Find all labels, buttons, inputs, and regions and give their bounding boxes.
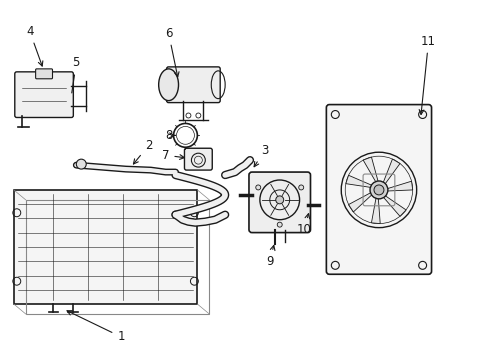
Text: 9: 9 — [266, 246, 275, 268]
Circle shape — [76, 159, 86, 169]
FancyBboxPatch shape — [15, 72, 74, 117]
Text: 2: 2 — [133, 139, 152, 164]
Circle shape — [277, 222, 282, 227]
Text: 1: 1 — [67, 311, 125, 343]
Circle shape — [256, 185, 261, 190]
FancyBboxPatch shape — [36, 69, 52, 79]
FancyBboxPatch shape — [249, 172, 311, 233]
Polygon shape — [348, 192, 372, 212]
Polygon shape — [387, 181, 413, 191]
FancyBboxPatch shape — [167, 67, 220, 103]
Text: 7: 7 — [162, 149, 184, 162]
Circle shape — [370, 181, 388, 199]
Polygon shape — [363, 157, 378, 183]
Polygon shape — [383, 159, 400, 184]
FancyBboxPatch shape — [184, 148, 212, 170]
Text: 8: 8 — [165, 129, 175, 142]
FancyBboxPatch shape — [326, 105, 432, 274]
Text: 6: 6 — [165, 27, 179, 77]
Polygon shape — [346, 175, 372, 188]
Polygon shape — [371, 197, 380, 224]
Ellipse shape — [159, 69, 178, 100]
Circle shape — [276, 196, 284, 204]
Text: 10: 10 — [297, 214, 312, 236]
Circle shape — [374, 185, 384, 195]
Circle shape — [299, 185, 304, 190]
Text: 4: 4 — [26, 24, 43, 66]
Text: 5: 5 — [72, 57, 80, 93]
Text: 11: 11 — [419, 35, 436, 114]
Text: 3: 3 — [254, 144, 269, 167]
FancyBboxPatch shape — [14, 190, 197, 304]
Polygon shape — [383, 195, 406, 216]
